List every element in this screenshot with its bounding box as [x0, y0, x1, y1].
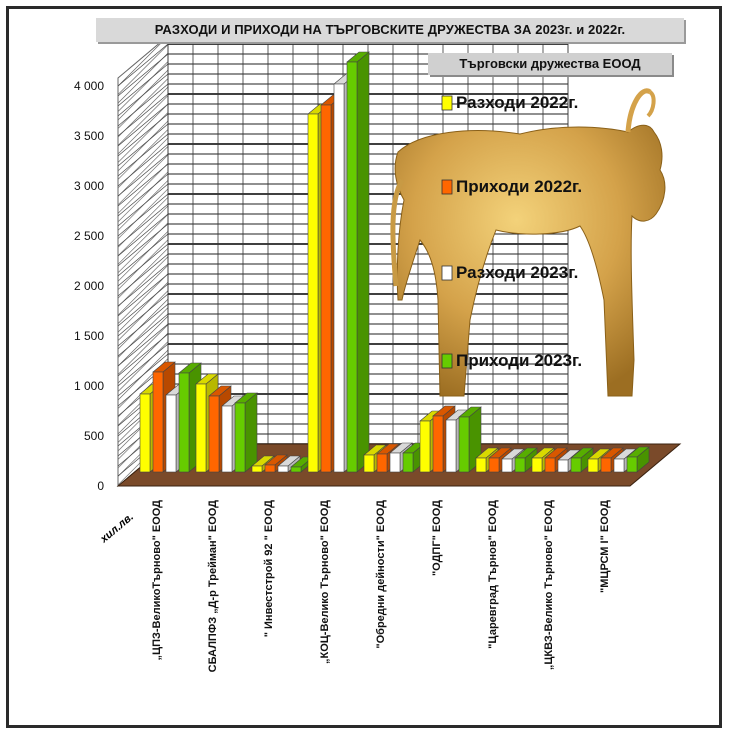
- x-tick-label: „ЦПЗ-ВеликоТърново" ЕООД: [151, 500, 163, 661]
- grid-line-side: [117, 203, 169, 247]
- grid-line-side: [117, 233, 169, 277]
- grid-line-side: [117, 223, 169, 267]
- x-tick-label: "ОДПГ" ЕООД: [431, 500, 443, 576]
- grid-line-side: [117, 193, 169, 237]
- x-tick-label: "Обредни дейности" ЕООД: [375, 500, 387, 649]
- grid-line-side: [117, 283, 169, 327]
- bar-4-8: [570, 447, 594, 473]
- grid-line-side: [117, 243, 169, 287]
- golden-bull-image: [390, 88, 666, 397]
- grid-line-side: [117, 143, 169, 187]
- bar-4-6: [458, 406, 482, 473]
- legend-title: Търговски дружества ЕООД: [459, 56, 641, 71]
- legend-label: Приходи 2022г.: [456, 177, 582, 196]
- chart-title-box: РАЗХОДИ И ПРИХОДИ НА ТЪРГОВСКИТЕ ДРУЖЕСТ…: [96, 18, 684, 42]
- y-tick-label: 2 000: [74, 279, 104, 293]
- y-axis-label: хил.лв.: [97, 511, 136, 546]
- grid-line-side: [117, 303, 169, 347]
- grid-line-side: [117, 93, 169, 137]
- grid-line-side: [117, 293, 169, 337]
- grid-line-side: [117, 263, 169, 307]
- grid-line-side: [117, 333, 169, 377]
- y-tick-label: 500: [84, 429, 104, 443]
- y-tick-label: 4 000: [74, 79, 104, 93]
- grid-line-side: [117, 63, 169, 107]
- grid-line-side: [117, 133, 169, 177]
- grid-line-side: [117, 343, 169, 387]
- grid-line-side: [117, 253, 169, 297]
- y-tick-label: 3 000: [74, 179, 104, 193]
- bars: [139, 51, 650, 473]
- grid-line-side: [117, 123, 169, 167]
- x-axis-labels: „ЦПЗ-ВеликоТърново" ЕООД СБАЛПФЗ „Д-р Тре…: [151, 500, 611, 672]
- legend-item-4: Приходи 2023г.: [441, 351, 582, 370]
- grid-line-side: [117, 213, 169, 257]
- legend-item-3: Разходи 2023г.: [441, 263, 578, 282]
- grid-line-side: [117, 83, 169, 127]
- bar-4-9: [626, 446, 650, 473]
- x-tick-label: „ЦКВЗ-Велико Търново" ЕООД: [543, 500, 555, 670]
- grid-line-side: [117, 273, 169, 317]
- grid-line-side: [117, 353, 169, 397]
- legend-swatch: [441, 179, 453, 195]
- grid-line-side: [117, 113, 169, 157]
- grid-line-side: [117, 313, 169, 357]
- x-tick-label: СБАЛПФЗ „Д-р Трейман" ЕООД: [207, 500, 219, 672]
- grid-line-side: [117, 103, 169, 147]
- grid-line-side: [117, 163, 169, 207]
- y-tick-label: 1 500: [74, 329, 104, 343]
- bull-horn-tip: [646, 90, 656, 118]
- y-tick-label: 3 500: [74, 129, 104, 143]
- legend-swatch: [441, 265, 453, 281]
- grid-line-side: [117, 43, 169, 87]
- y-axis-ticks: 0 500 1 000 1 500 2 000 2 500 3 000 3 500 4 000: [74, 79, 104, 493]
- bar-4-7: [514, 447, 538, 473]
- y-tick-label: 2 500: [74, 229, 104, 243]
- y-tick-label: 1 000: [74, 379, 104, 393]
- grid-line-side: [117, 153, 169, 197]
- legend-label: Разходи 2023г.: [456, 263, 578, 282]
- grid-line-side: [117, 73, 169, 117]
- bar-4-4: [346, 51, 370, 473]
- legend-item-2: Приходи 2022г.: [441, 177, 582, 196]
- grid-line-side: [117, 323, 169, 367]
- grid-line-side: [117, 173, 169, 217]
- x-tick-label: "Царевград Търнов" ЕООД: [487, 500, 499, 649]
- bar-4-2: [234, 392, 258, 473]
- bull-tail: [390, 178, 405, 287]
- x-tick-label: " Инвестстрой 92 " ЕООД: [263, 500, 275, 637]
- legend: Разходи 2022г. Приходи 2022г. Разходи 2023…: [441, 93, 582, 370]
- legend-swatch: [441, 95, 453, 111]
- legend-label: Разходи 2022г.: [456, 93, 578, 112]
- x-tick-label: „КОЦ-Велико Търново" ЕООД: [319, 500, 331, 664]
- legend-item-1: Разходи 2022г.: [441, 93, 578, 112]
- grid-line-side: [117, 183, 169, 227]
- x-tick-label: "МЦРСМ I" ЕООД: [599, 500, 611, 593]
- chart-title: РАЗХОДИ И ПРИХОДИ НА ТЪРГОВСКИТЕ ДРУЖЕСТ…: [154, 22, 626, 37]
- grid-line-side: [117, 53, 169, 97]
- bull-horn: [625, 88, 652, 133]
- legend-title-box: Търговски дружества ЕООД: [428, 53, 672, 75]
- legend-swatch: [441, 353, 453, 369]
- legend-label: Приходи 2023г.: [456, 351, 582, 370]
- y-tick-label: 0: [97, 479, 104, 493]
